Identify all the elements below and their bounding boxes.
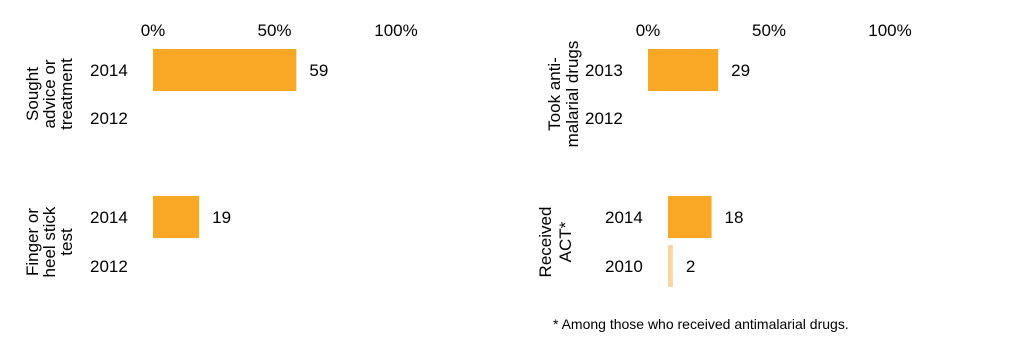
data-label: 18 [725, 208, 744, 227]
category-label: 2012 [90, 109, 128, 128]
data-label: 59 [309, 61, 328, 80]
group-label-line: Finger or [23, 208, 42, 276]
group-label-line: heel stick [40, 206, 59, 277]
bar [153, 49, 297, 91]
category-label: 2014 [605, 208, 643, 227]
x-tick-label: 0% [141, 21, 166, 40]
bar [153, 196, 200, 238]
group-label-line: Took anti- [545, 57, 564, 131]
x-tick-label: 50% [257, 21, 291, 40]
data-label: 29 [731, 61, 750, 80]
group-label: Received ACT* [536, 207, 575, 278]
category-label: 2012 [90, 257, 128, 276]
category-label: 2010 [605, 257, 643, 276]
data-label: 19 [212, 208, 231, 227]
category-label: 2012 [585, 109, 623, 128]
group-label: Took anti-malarial drugs [545, 41, 582, 148]
category-label: 2014 [90, 61, 128, 80]
bar [668, 245, 673, 287]
group-label-line: ACT* [556, 221, 575, 262]
category-label: 2014 [90, 208, 128, 227]
footnote: * Among those who received antimalarial … [553, 316, 849, 332]
group-label-line: test [57, 228, 76, 256]
x-tick-label: 100% [868, 21, 911, 40]
group-label-line: Sought [23, 67, 42, 121]
bar [648, 49, 719, 91]
x-tick-label: 0% [636, 21, 661, 40]
category-label: 2013 [585, 61, 623, 80]
group-label-line: treatment [57, 58, 76, 130]
x-tick-label: 50% [752, 21, 786, 40]
bar [668, 196, 712, 238]
group-label-line: Received [536, 207, 555, 278]
x-tick-label: 100% [374, 21, 417, 40]
group-label-line: advice or [40, 59, 59, 128]
data-label: 2 [686, 257, 695, 276]
group-label-line: malarial drugs [563, 41, 582, 148]
